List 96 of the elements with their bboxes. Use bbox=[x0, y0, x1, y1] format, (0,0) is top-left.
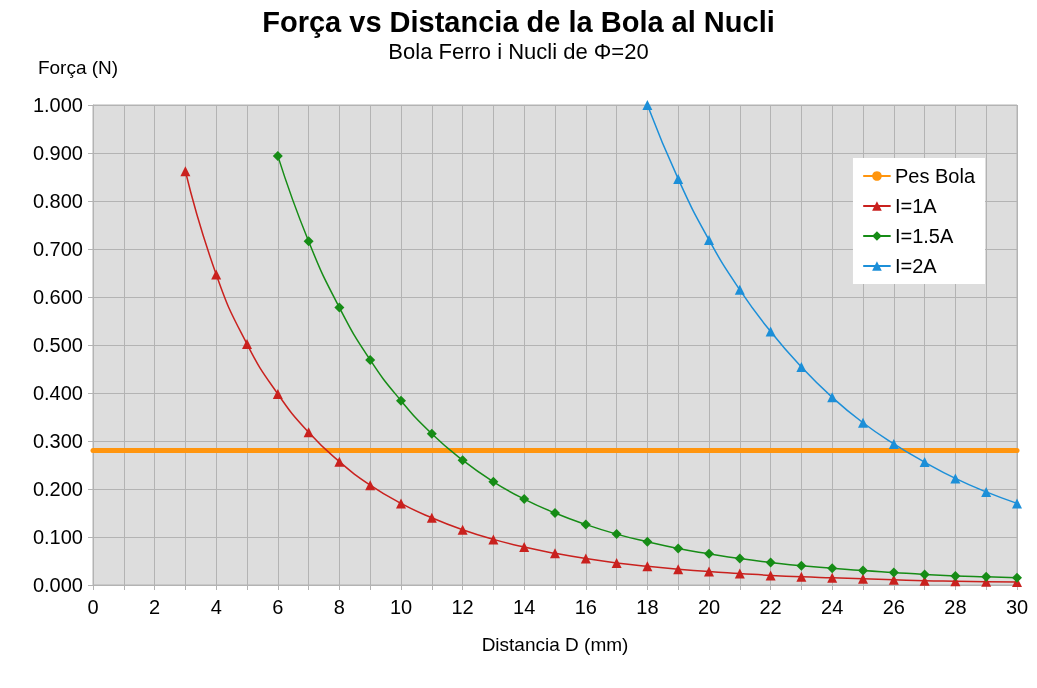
y-tick-label: 0.200 bbox=[32, 478, 83, 500]
point bbox=[1012, 572, 1022, 583]
x-tick-label: 4 bbox=[210, 596, 222, 618]
point bbox=[334, 456, 345, 467]
point bbox=[334, 302, 345, 313]
point bbox=[765, 326, 776, 337]
y-tick-label: 0.400 bbox=[32, 382, 83, 404]
point bbox=[580, 553, 591, 564]
x-tick-label: 28 bbox=[944, 596, 967, 618]
point bbox=[519, 542, 530, 553]
point bbox=[919, 457, 930, 468]
point bbox=[704, 234, 714, 245]
y-tick-label: 1.000 bbox=[32, 94, 83, 116]
x-tick-label: 14 bbox=[513, 596, 536, 618]
y-tick-label: 0.300 bbox=[32, 430, 83, 452]
point bbox=[673, 564, 684, 575]
legend-label: I=1A bbox=[894, 195, 938, 217]
point bbox=[426, 512, 437, 523]
point bbox=[211, 269, 222, 280]
point bbox=[981, 486, 992, 497]
x-tick-label: 10 bbox=[389, 596, 413, 618]
point bbox=[550, 508, 560, 518]
legend-label: I=1.5A bbox=[894, 225, 954, 247]
point bbox=[858, 417, 868, 428]
point bbox=[704, 566, 714, 577]
point bbox=[303, 427, 314, 438]
chart-title: Força vs Distancia de la Bola al Nucli bbox=[262, 5, 775, 38]
y-tick-label: 0.600 bbox=[32, 286, 83, 308]
x-tick-label: 22 bbox=[759, 596, 782, 618]
x-tick-label: 2 bbox=[149, 596, 161, 618]
point bbox=[919, 569, 930, 580]
point bbox=[765, 570, 776, 581]
point bbox=[272, 150, 283, 161]
point bbox=[858, 573, 868, 584]
x-tick-label: 30 bbox=[1005, 596, 1029, 618]
point bbox=[827, 563, 838, 574]
point bbox=[611, 529, 622, 540]
x-tick-label: 26 bbox=[882, 596, 905, 618]
point bbox=[796, 560, 807, 571]
y-axis-title: Força (N) bbox=[37, 57, 119, 78]
point bbox=[1012, 498, 1022, 509]
point bbox=[396, 498, 406, 509]
point bbox=[888, 567, 899, 578]
point bbox=[704, 548, 714, 559]
point bbox=[827, 392, 838, 403]
legend-label: I=2A bbox=[894, 255, 938, 277]
y-tick-label: 0.500 bbox=[32, 334, 83, 356]
point bbox=[550, 548, 560, 559]
point bbox=[457, 524, 468, 535]
x-tick-label: 16 bbox=[574, 596, 597, 618]
point bbox=[611, 557, 622, 568]
point bbox=[858, 565, 868, 576]
point bbox=[396, 395, 406, 406]
y-tick-label: 0.000 bbox=[32, 574, 83, 596]
x-tick-label: 6 bbox=[272, 596, 284, 618]
point bbox=[888, 438, 899, 449]
y-tick-label: 0.800 bbox=[32, 190, 83, 212]
point bbox=[180, 166, 191, 177]
legend-label: Pes Bola bbox=[894, 165, 976, 187]
point bbox=[734, 553, 745, 564]
point bbox=[673, 543, 684, 554]
point bbox=[734, 568, 745, 579]
x-tick-label: 18 bbox=[636, 596, 659, 618]
point bbox=[426, 428, 437, 439]
point bbox=[303, 236, 314, 247]
point bbox=[950, 570, 961, 581]
point bbox=[642, 100, 653, 110]
x-tick-label: 12 bbox=[451, 596, 474, 618]
point bbox=[488, 476, 499, 487]
point bbox=[734, 284, 745, 295]
point bbox=[950, 473, 961, 484]
point bbox=[365, 480, 376, 491]
point bbox=[765, 557, 776, 568]
point bbox=[796, 362, 807, 373]
point bbox=[673, 173, 684, 184]
point bbox=[796, 571, 807, 582]
y-tick-label: 0.700 bbox=[32, 238, 83, 260]
point bbox=[457, 455, 468, 466]
point bbox=[519, 494, 530, 505]
y-tick-label: 0.100 bbox=[32, 526, 83, 548]
point bbox=[488, 534, 499, 545]
point bbox=[827, 572, 838, 583]
x-tick-label: 8 bbox=[333, 596, 345, 618]
y-tick-label: 0.900 bbox=[32, 142, 83, 164]
point bbox=[365, 354, 376, 365]
point bbox=[642, 561, 653, 572]
x-tick-label: 0 bbox=[87, 596, 99, 618]
point bbox=[242, 339, 252, 350]
x-tick-label: 24 bbox=[821, 596, 844, 618]
point bbox=[272, 388, 283, 399]
x-axis-title: Distancia D (mm) bbox=[481, 634, 629, 655]
chart-subtitle: Bola Ferro i Nucli de Φ=20 bbox=[388, 38, 649, 64]
point bbox=[981, 571, 992, 582]
point bbox=[580, 519, 591, 530]
x-tick-label: 20 bbox=[697, 596, 721, 618]
point bbox=[642, 536, 653, 547]
